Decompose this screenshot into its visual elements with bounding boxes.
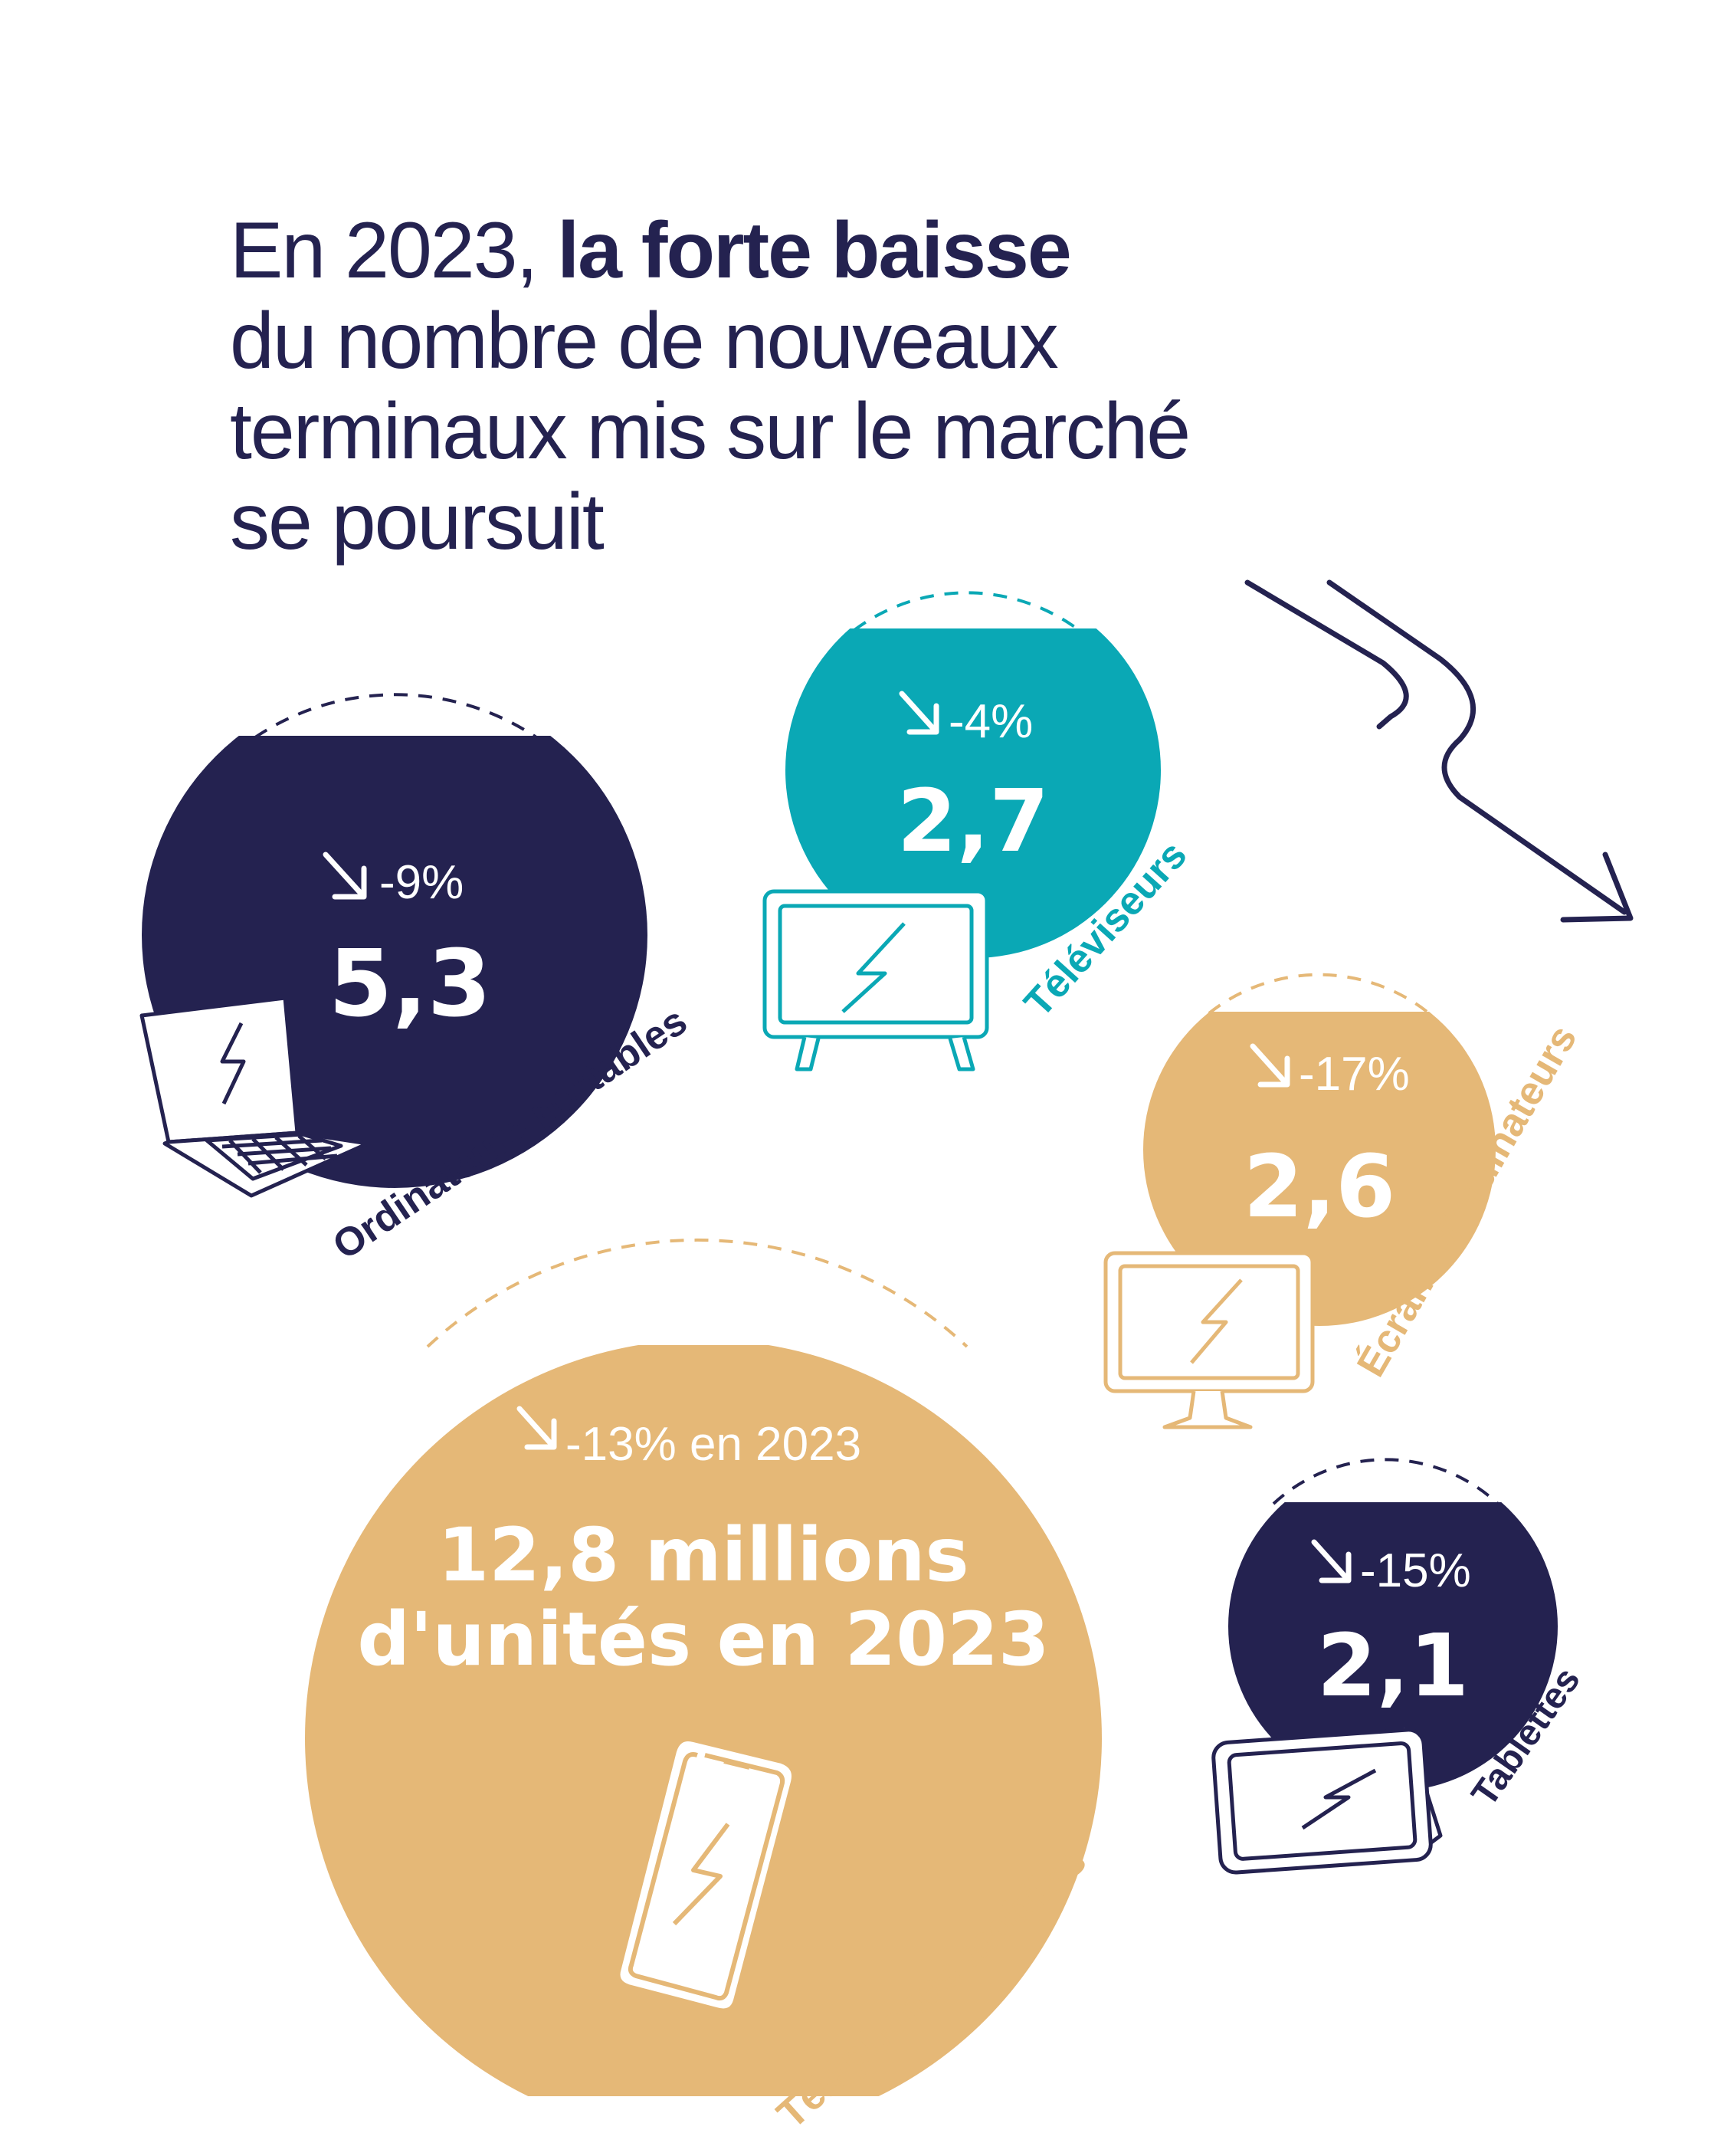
bubble-telephones-mobiles	[305, 1345, 1102, 2096]
down-arrow-icon	[899, 691, 939, 735]
bubble-ecrans-ordinateurs	[1143, 1012, 1496, 1326]
dashed-arcs	[254, 591, 1499, 1505]
down-arrow-icon	[1250, 1043, 1290, 1088]
change-label-ecrans-ordinateurs: -17%	[1299, 1048, 1410, 1101]
down-arrow-icon	[1311, 1539, 1352, 1583]
title-line-4: se poursuit	[230, 477, 605, 566]
smartphone-icon	[615, 1737, 796, 2013]
value-label-ordinateurs-portables: 5,3	[329, 931, 492, 1038]
tablet-icon	[1211, 1713, 1443, 1875]
title-line-3: terminaux mis sur le marché	[230, 387, 1191, 476]
value-label-telephones-mobiles-line2: d'unités en 2023	[357, 1596, 1049, 1682]
value-label-televiseurs: 2,7	[897, 772, 1049, 871]
down-arrow-icon	[323, 852, 367, 900]
change-label-telephones-mobiles: -13% en 2023	[565, 1418, 861, 1471]
bubble-televiseurs	[785, 628, 1161, 958]
value-label-tablettes: 2,1	[1317, 1616, 1469, 1716]
change-label-tablettes: -15%	[1360, 1544, 1471, 1597]
down-arrow-icon	[516, 1406, 557, 1450]
value-label-ecrans-ordinateurs: 2,6	[1244, 1137, 1395, 1237]
change-label-televiseurs: -4%	[949, 695, 1033, 748]
tv-icon	[762, 889, 989, 1071]
title-prefix: En 2023,	[230, 206, 558, 295]
bubble-tablettes	[1228, 1502, 1558, 1791]
change-label-ordinateurs-portables: -9%	[379, 856, 464, 909]
value-label-telephones-mobiles-line1: 12,8 millions	[438, 1512, 969, 1598]
laptop-icon	[139, 996, 370, 1198]
title-line-1: En 2023, la forte baisse	[230, 205, 1532, 296]
title-line-2: du nombre de nouveaux	[230, 297, 1059, 386]
monitor-icon	[1103, 1251, 1315, 1429]
title-emphasis: la forte baisse	[557, 206, 1071, 295]
trend-arrow-icon	[1244, 579, 1634, 923]
chart-title: En 2023, la forte baisse du nombre de no…	[230, 205, 1532, 567]
